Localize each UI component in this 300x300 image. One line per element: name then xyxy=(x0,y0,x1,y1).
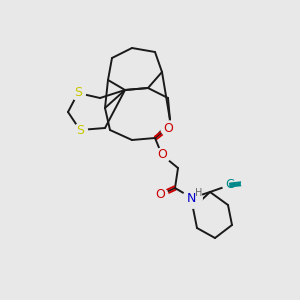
Text: O: O xyxy=(157,148,167,161)
Text: S: S xyxy=(74,86,82,100)
Text: N: N xyxy=(186,191,196,205)
Text: N: N xyxy=(243,176,253,190)
Text: O: O xyxy=(155,188,165,202)
Text: H: H xyxy=(195,188,203,198)
Text: O: O xyxy=(163,122,173,134)
Text: S: S xyxy=(76,124,84,136)
Text: C: C xyxy=(226,178,234,191)
